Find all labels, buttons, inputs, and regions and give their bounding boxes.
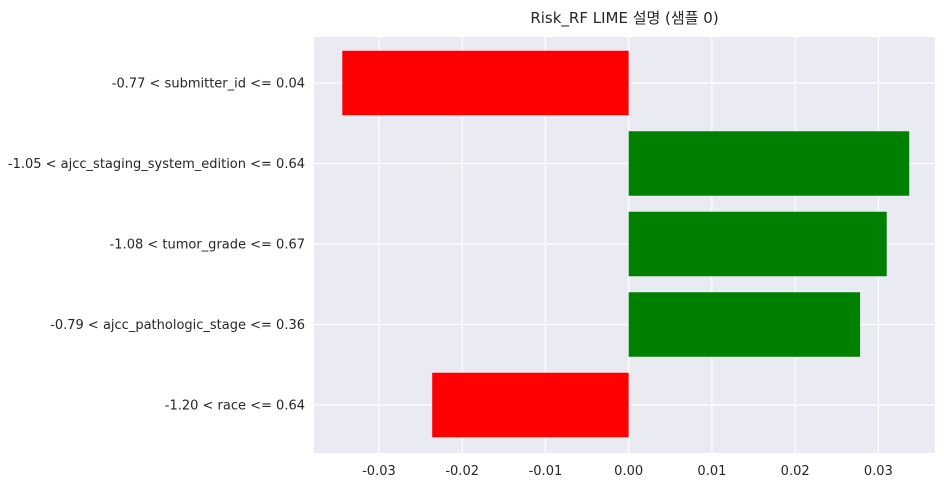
x-tick-label: 0.03: [864, 464, 893, 479]
x-tick-label: 0.00: [614, 464, 643, 479]
y-tick-label: -1.20 < race <= 0.64: [165, 399, 305, 414]
x-tick-label: -0.01: [529, 464, 563, 479]
bar-3: [628, 292, 861, 357]
x-tick-labels: -0.03 -0.02 -0.01 0.00 0.01 0.02 0.03: [362, 464, 893, 479]
bars: [342, 50, 910, 438]
bar-1: [628, 131, 910, 196]
y-tick-label: -1.05 < ajcc_staging_system_edition <= 0…: [8, 157, 305, 172]
x-tick-label: 0.01: [697, 464, 726, 479]
y-tick-label: -1.08 < tumor_grade <= 0.67: [110, 238, 305, 253]
y-tick-label: -0.77 < submitter_id <= 0.04: [112, 77, 305, 92]
y-tick-label: -0.79 < ajcc_pathologic_stage <= 0.36: [50, 318, 305, 333]
x-tick-label: 0.02: [781, 464, 810, 479]
x-tick-label: -0.02: [445, 464, 479, 479]
x-tick-label: -0.03: [362, 464, 396, 479]
chart-title: Risk_RF LIME 설명 (샘플 0): [530, 9, 718, 28]
bar-2: [628, 211, 887, 277]
bar-4: [432, 372, 629, 438]
y-tick-labels: -0.77 < submitter_id <= 0.04 -1.05 < ajcc…: [8, 77, 305, 414]
bar-0: [342, 50, 629, 116]
